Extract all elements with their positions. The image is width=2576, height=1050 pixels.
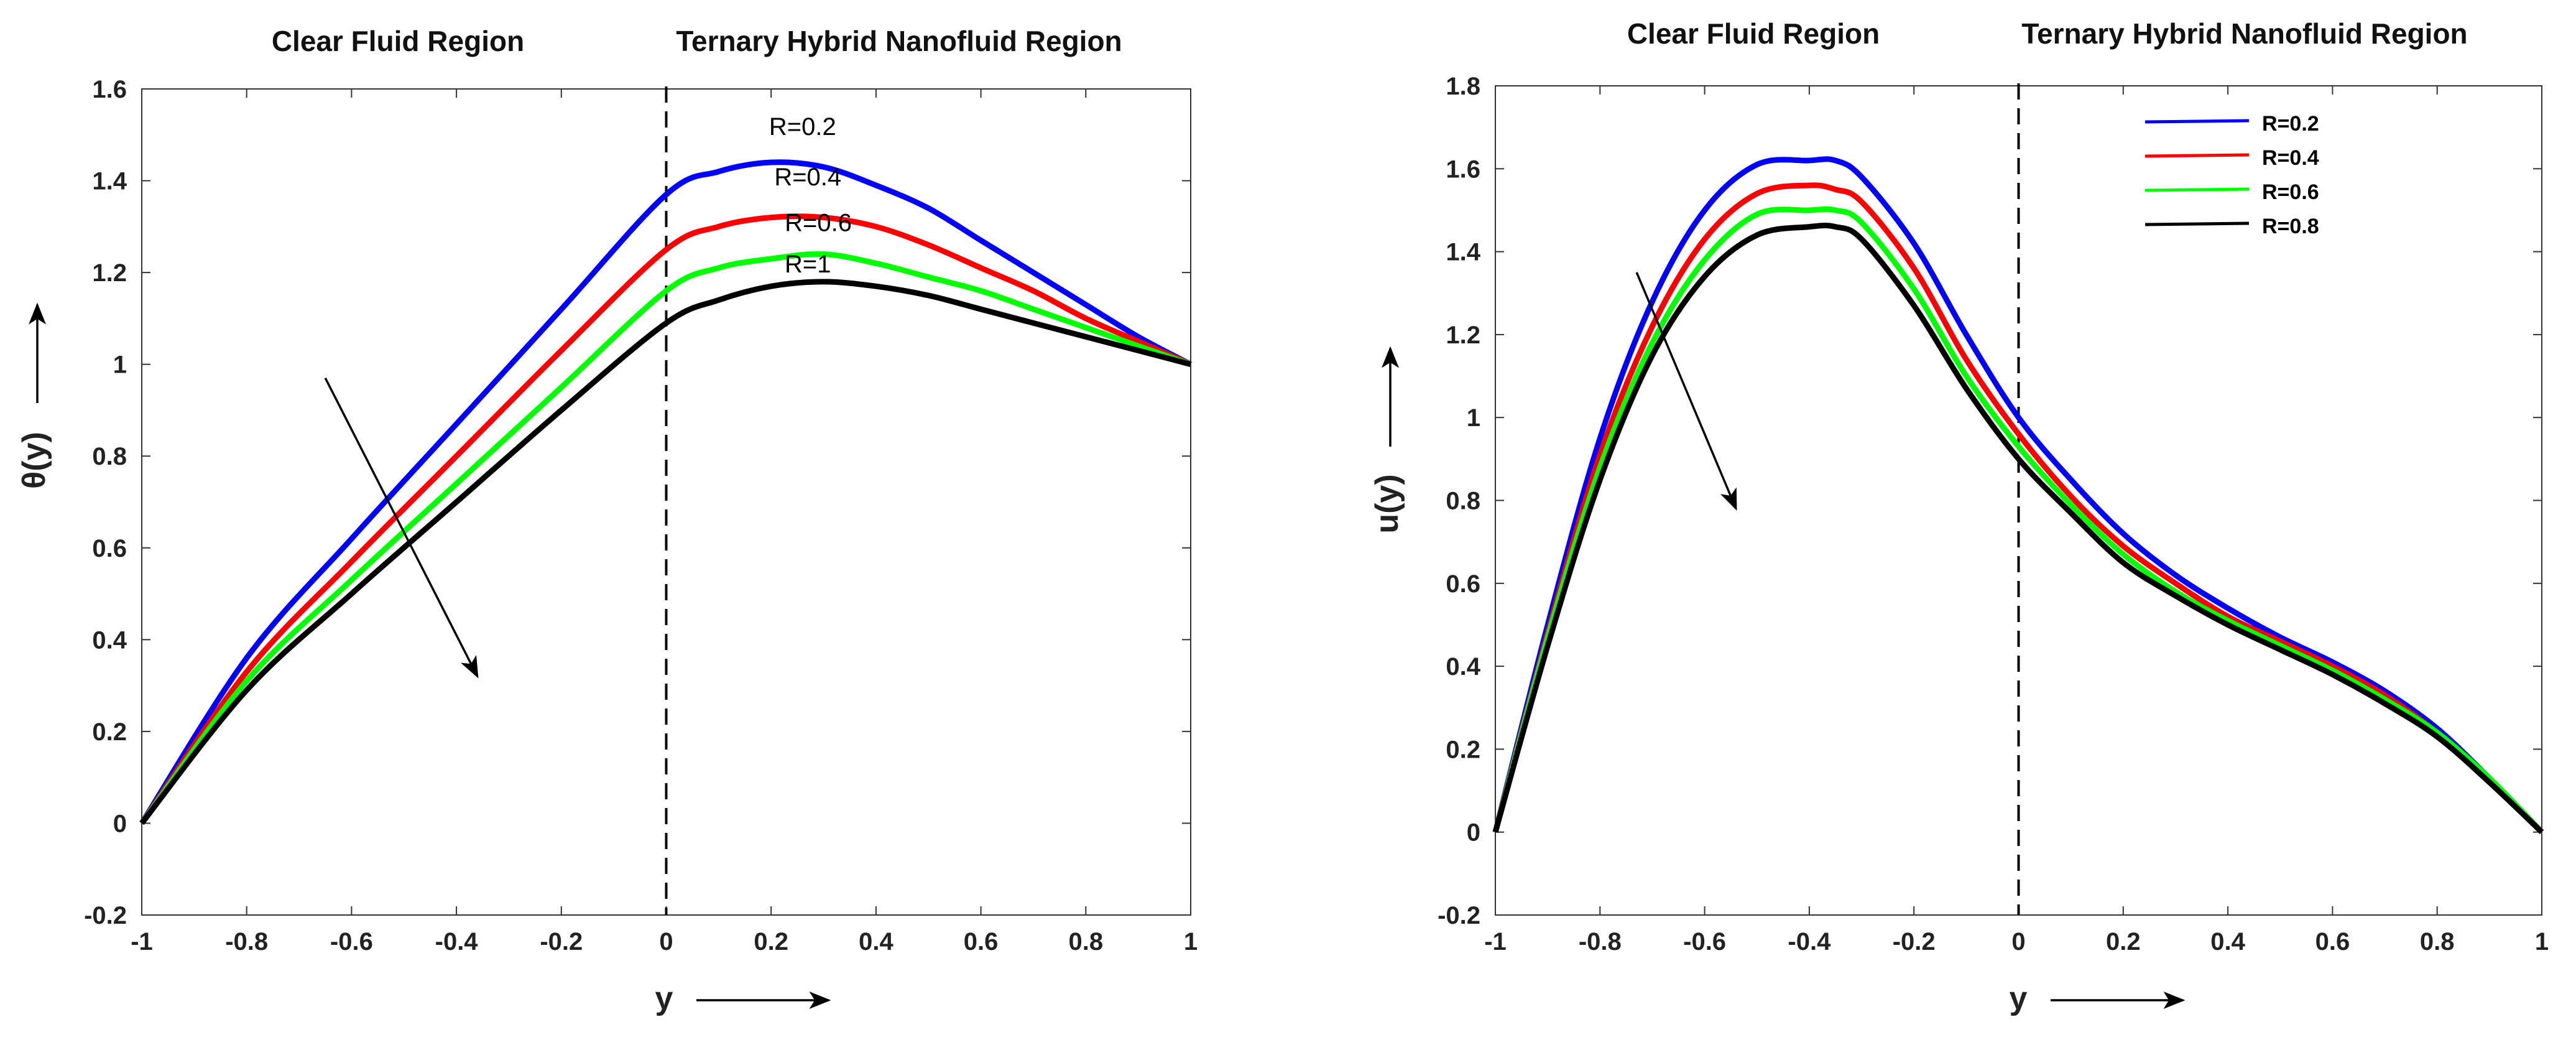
x-tick-label: 1 bbox=[2535, 928, 2549, 955]
y-axis-label: θ(y) bbox=[16, 432, 52, 489]
series-line-r-0-6 bbox=[139, 251, 1192, 825]
y-tick-label: 1.2 bbox=[92, 259, 127, 287]
x-tick-label: -0.2 bbox=[540, 928, 583, 955]
x-tick-label: -0.4 bbox=[1788, 928, 1831, 955]
y-tick-label: 1 bbox=[1467, 404, 1480, 432]
legend: R=0.2 R=0.4 R=0.6 R=0.8 bbox=[2144, 112, 2319, 238]
trend-arrow bbox=[324, 378, 479, 679]
y-tick-label: 1.4 bbox=[1446, 239, 1480, 266]
x-tick-label: -0.2 bbox=[1893, 928, 1936, 955]
y-tick-label: 0 bbox=[113, 810, 127, 837]
x-tick-label: 0.6 bbox=[964, 928, 999, 955]
series-line-r-0-6 bbox=[1492, 206, 2544, 834]
legend-label: R=0.8 bbox=[2262, 215, 2319, 238]
x-tick-label: 0.2 bbox=[754, 928, 788, 955]
y-tick-label: 0.4 bbox=[92, 626, 127, 654]
y-tick-label: 1 bbox=[113, 351, 127, 379]
y-tick-label: -0.2 bbox=[84, 902, 127, 929]
x-tick-label: 0 bbox=[659, 928, 673, 955]
curve-label: R=1 bbox=[785, 251, 831, 278]
region-label: Ternary Hybrid Nanofluid Region bbox=[676, 25, 1122, 57]
x-tick-label: -0.4 bbox=[435, 928, 479, 955]
series-line-r-0-2 bbox=[1492, 156, 2544, 834]
x-tick-label: 1 bbox=[1184, 928, 1198, 955]
y-tick-label: 1.4 bbox=[92, 168, 127, 195]
y-tick-label: 0.6 bbox=[1446, 570, 1480, 598]
curve-label: R=0.2 bbox=[769, 113, 836, 141]
y-tick-label: 1.6 bbox=[92, 76, 127, 103]
region-label: Ternary Hybrid Nanofluid Region bbox=[2021, 17, 2467, 50]
y-tick-label: 1.2 bbox=[1446, 322, 1480, 349]
legend-swatch bbox=[2144, 187, 2250, 192]
x-tick-label: 0.4 bbox=[859, 928, 893, 955]
y-tick-label: 1.8 bbox=[1446, 73, 1480, 100]
x-tick-label: 0.4 bbox=[2210, 928, 2245, 955]
legend-swatch bbox=[2144, 153, 2250, 158]
series-line-r-1 bbox=[139, 279, 1192, 825]
x-axis-label: y bbox=[655, 980, 673, 1016]
y-tick-label: 0.8 bbox=[1446, 488, 1480, 515]
region-label: Clear Fluid Region bbox=[1627, 17, 1880, 50]
series-line-r-0-4 bbox=[139, 213, 1192, 825]
y-tick-label: 1.6 bbox=[1446, 156, 1480, 183]
curve-label: R=0.4 bbox=[774, 164, 841, 191]
region-label: Clear Fluid Region bbox=[272, 25, 524, 57]
legend-label: R=0.2 bbox=[2262, 112, 2319, 136]
y-tick-label: 0.4 bbox=[1446, 653, 1480, 681]
legend-label: R=0.6 bbox=[2262, 180, 2319, 204]
x-tick-label: 0.6 bbox=[2315, 928, 2350, 955]
x-tick-label: -1 bbox=[131, 928, 153, 955]
x-axis-label: y bbox=[2010, 980, 2028, 1016]
y-axis-label: u(y) bbox=[1369, 474, 1405, 533]
trend-arrow bbox=[1635, 272, 1737, 511]
x-tick-label: -1 bbox=[1484, 928, 1507, 955]
curve-label: R=0.6 bbox=[785, 210, 852, 237]
legend-swatch bbox=[2144, 221, 2250, 226]
y-tick-label: 0 bbox=[1467, 819, 1480, 847]
x-tick-label: -0.6 bbox=[1683, 928, 1726, 955]
x-tick-label: 0.8 bbox=[2420, 928, 2455, 955]
series-line-r-0-8 bbox=[1492, 223, 2544, 834]
series-line-r-0-2 bbox=[139, 159, 1193, 825]
y-tick-label: 0.2 bbox=[1446, 736, 1480, 763]
legend-label: R=0.4 bbox=[2262, 146, 2319, 170]
chart-panel-theta: -1 -0.8 -0.6 -0.4 -0.2 0 0.2 0.4 0.6 0.8 1 -0.2 0 0.2… bbox=[16, 25, 1198, 1016]
y-tick-label: 0.8 bbox=[92, 443, 127, 470]
chart-panel-u: -1 -0.8 -0.6 -0.4 -0.2 0 0.2 0.4 0.6 0.8 1 -0.2 0 0.2… bbox=[1369, 17, 2549, 1016]
x-tick-label: -0.8 bbox=[1579, 928, 1622, 955]
y-tick-label: -0.2 bbox=[1438, 902, 1480, 929]
x-tick-label: -0.6 bbox=[330, 928, 373, 955]
y-tick-label: 0.6 bbox=[92, 535, 127, 562]
y-tick-label: 0.2 bbox=[92, 718, 127, 746]
x-tick-label: 0 bbox=[2011, 928, 2025, 955]
x-tick-label: -0.8 bbox=[225, 928, 268, 955]
series-line-r-0-4 bbox=[1492, 182, 2544, 834]
x-tick-label: 0.2 bbox=[2106, 928, 2141, 955]
x-tick-label: 0.8 bbox=[1068, 928, 1103, 955]
legend-swatch bbox=[2144, 119, 2250, 124]
